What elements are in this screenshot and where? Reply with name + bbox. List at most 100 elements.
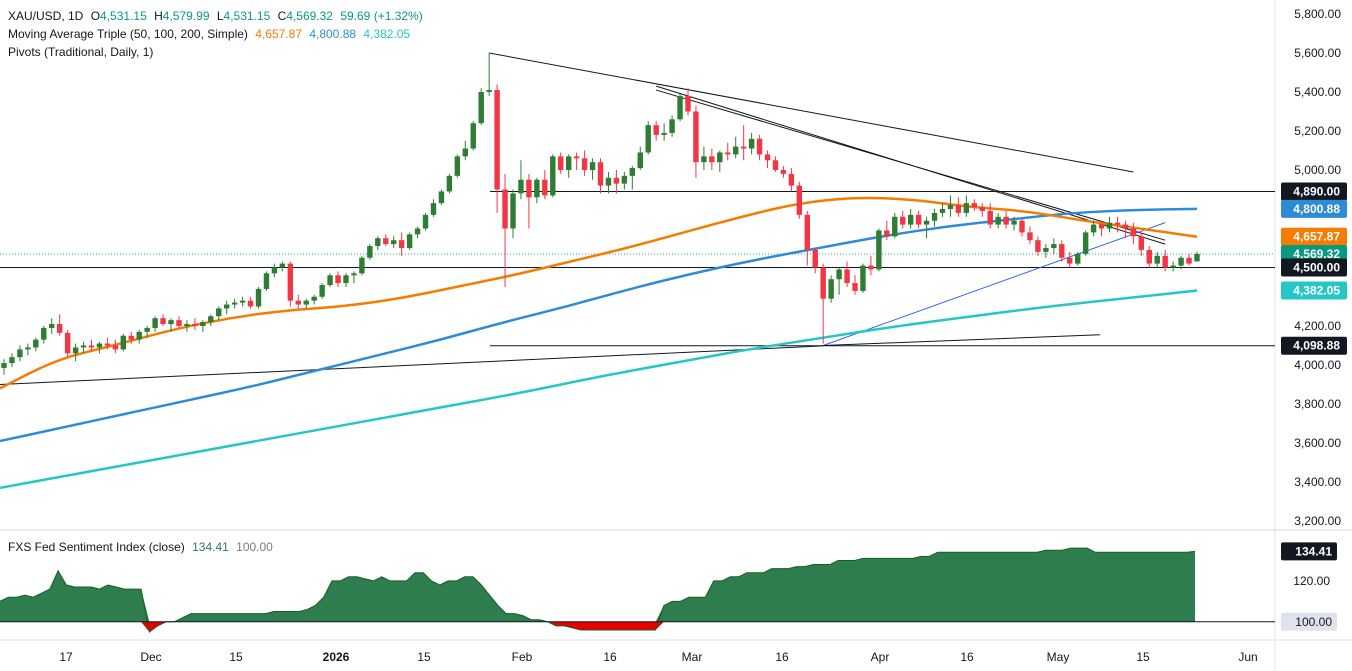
candle-body xyxy=(573,156,580,159)
candle-body xyxy=(1011,220,1017,225)
candle-body xyxy=(176,320,182,326)
ma100-line xyxy=(0,207,1198,443)
candle-body xyxy=(478,92,484,124)
price-label: 4,890.00 xyxy=(1293,184,1340,198)
candle-body xyxy=(661,132,667,135)
candle-body xyxy=(1186,257,1192,264)
candle-body xyxy=(33,339,39,348)
time-axis[interactable]: 17 Dec 15 2026 15 Feb 16 Mar 16 Apr 16 May 15 Jun xyxy=(59,650,1257,664)
candle-body xyxy=(947,205,954,209)
x-tick-label: 2026 xyxy=(323,650,350,664)
candle-body xyxy=(247,300,254,307)
candle-body xyxy=(868,265,874,270)
candle-body xyxy=(343,275,349,284)
trendline xyxy=(0,345,824,385)
pivots-title[interactable]: Pivots (Traditional, Daily, 1) xyxy=(8,45,154,59)
candle-body xyxy=(526,179,532,198)
candle-body xyxy=(144,327,150,332)
ma200-value: 4,382.05 xyxy=(363,27,411,41)
candle-body xyxy=(995,216,1001,225)
candle-body xyxy=(1194,253,1200,262)
price-axis[interactable]: 3,200.00 3,400.00 3,600.00 3,800.00 4,000.00… xyxy=(1281,7,1347,631)
y-tick-label: 3,200.00 xyxy=(1294,514,1341,528)
candle-body xyxy=(1178,257,1184,266)
candle-body xyxy=(613,177,620,184)
ma-legend: Moving Average Triple (50, 100, 200, Sim… xyxy=(8,26,414,42)
candle-body xyxy=(597,162,604,186)
candle-body xyxy=(41,327,47,340)
candle-body xyxy=(701,156,707,163)
candle-body xyxy=(542,179,548,196)
ohlc-low: L4,531.15 xyxy=(216,9,271,23)
candle-body xyxy=(160,318,166,325)
price-label-bg xyxy=(1281,182,1347,201)
y-tick-label: 5,800.00 xyxy=(1294,7,1341,21)
candle-body xyxy=(128,335,134,340)
candle-body xyxy=(239,300,246,303)
candle-body xyxy=(1082,232,1089,254)
candle-body xyxy=(756,138,763,155)
candle-body xyxy=(812,249,818,268)
trendline xyxy=(656,89,1166,241)
ohlc-high: H4,579.99 xyxy=(154,9,210,23)
candle-body xyxy=(96,343,103,348)
candle-body xyxy=(88,345,95,348)
ma100-value: 4,800.88 xyxy=(309,27,357,41)
price-label: 4,800.88 xyxy=(1293,202,1340,216)
candle-body xyxy=(383,238,389,245)
x-tick-label: 16 xyxy=(603,650,617,664)
candle-body xyxy=(796,185,803,215)
candle-body xyxy=(446,175,453,192)
sentiment-value: 134.41 xyxy=(192,540,229,554)
x-tick-label: May xyxy=(1047,650,1070,664)
candle-body xyxy=(740,146,747,149)
candle-body xyxy=(717,152,723,163)
y-tick-label: 4,200.00 xyxy=(1294,319,1341,333)
candle-body xyxy=(208,316,214,323)
candle-body xyxy=(17,349,23,358)
candle-body xyxy=(1003,216,1009,225)
candle-body xyxy=(335,275,341,284)
candle-body xyxy=(748,138,755,149)
candle-body xyxy=(693,111,699,163)
candle-body xyxy=(375,238,381,247)
x-tick-label: 17 xyxy=(59,650,73,664)
candle-body xyxy=(1154,255,1160,264)
price-label-bg xyxy=(1281,281,1347,300)
candle-body xyxy=(709,156,715,163)
candle-body xyxy=(510,193,516,229)
candle-body xyxy=(327,275,333,286)
sentiment-last-label: 134.41 xyxy=(1295,544,1332,558)
candle-body xyxy=(828,279,834,299)
candle-body xyxy=(1130,228,1137,237)
x-tick-label: Apr xyxy=(871,650,890,664)
x-tick-label: Mar xyxy=(682,650,703,664)
candle-body xyxy=(311,296,317,301)
y-tick-label: 5,600.00 xyxy=(1294,46,1341,60)
candle-body xyxy=(518,179,524,194)
sentiment-baseline-label-bg xyxy=(1281,612,1337,631)
candle-body xyxy=(844,269,850,284)
candle-body xyxy=(49,324,55,328)
price-label-bg xyxy=(1281,227,1347,246)
candle-body xyxy=(1,363,7,368)
symbol-label[interactable]: XAU/USD, 1D xyxy=(8,9,84,23)
candle-body xyxy=(120,335,127,350)
candle-body xyxy=(725,152,731,155)
sentiment-title[interactable]: FXS Fed Sentiment Index (close) xyxy=(8,540,185,554)
candle-body xyxy=(621,175,628,184)
candle-body xyxy=(669,119,675,133)
price-label-bg xyxy=(1281,258,1347,277)
candle-body xyxy=(104,343,111,346)
candle-body xyxy=(645,125,651,153)
ma50-value: 4,657.87 xyxy=(255,27,302,41)
ma-title[interactable]: Moving Average Triple (50, 100, 200, Sim… xyxy=(8,27,248,41)
candle-body xyxy=(303,300,309,305)
sentiment-legend: FXS Fed Sentiment Index (close) 134.41 1… xyxy=(8,539,277,555)
candle-body xyxy=(923,220,930,225)
price-label-bg xyxy=(1281,336,1347,355)
x-tick-label: Jun xyxy=(1238,650,1257,664)
candle-body xyxy=(287,263,294,301)
candle-body xyxy=(56,324,63,333)
